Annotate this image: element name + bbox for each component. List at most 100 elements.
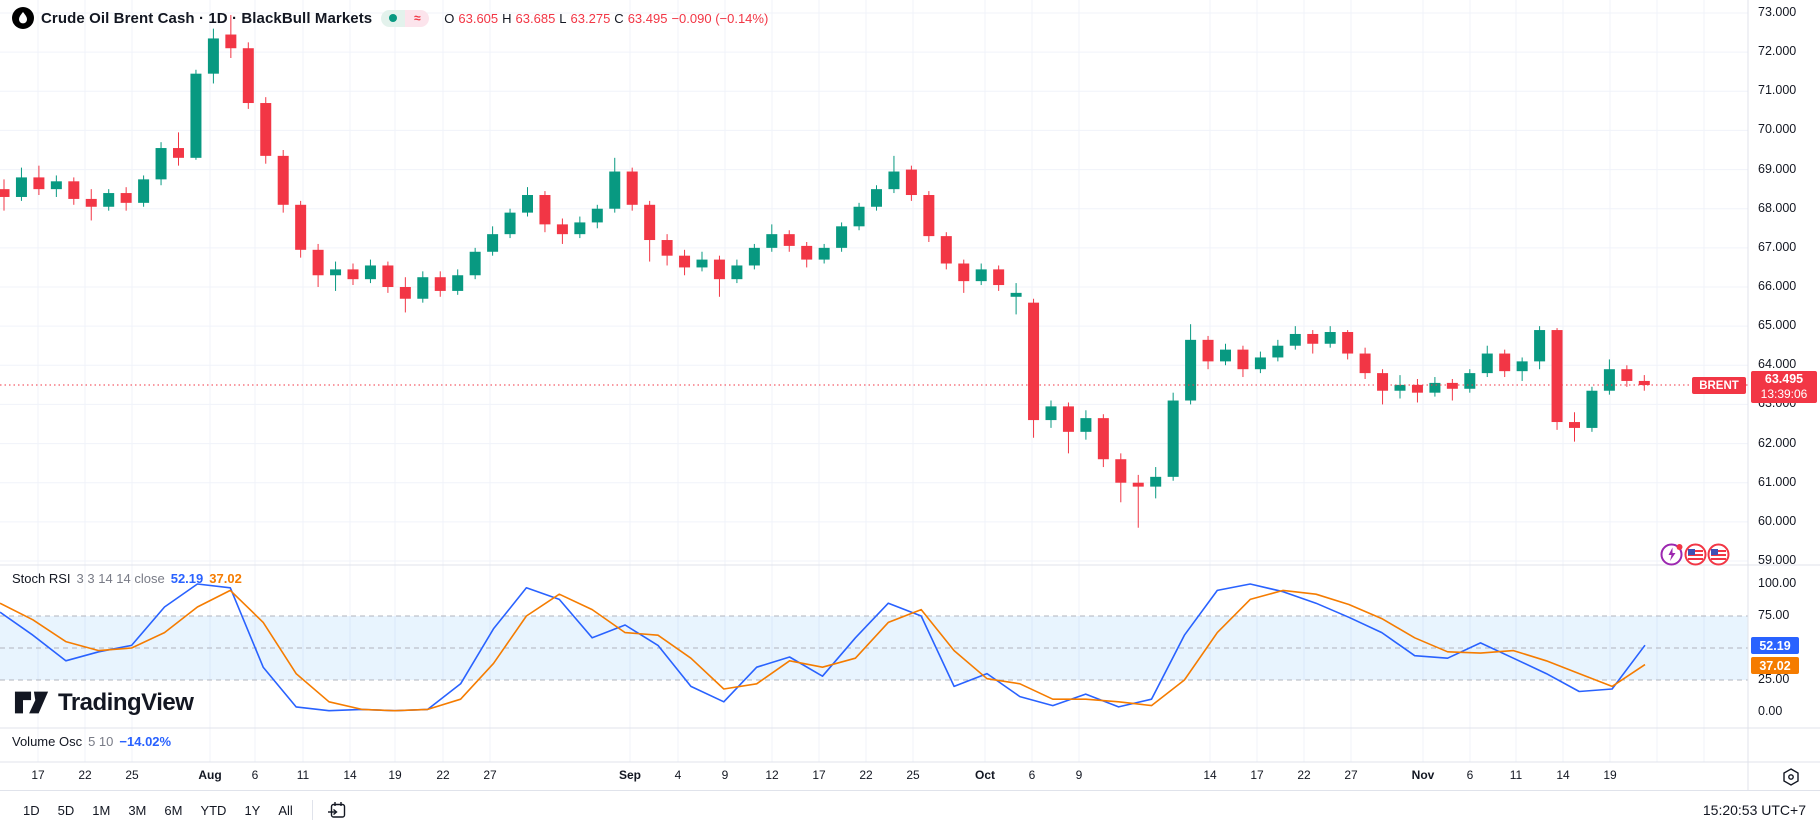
stoch-axis-label[interactable]: 0.00	[1758, 704, 1783, 718]
candle-body[interactable]	[417, 277, 429, 299]
candle-body[interactable]	[644, 204, 656, 241]
time-axis-label[interactable]: 19	[1603, 768, 1617, 782]
candle-body[interactable]	[1377, 373, 1389, 391]
price-axis-label[interactable]: 65.000	[1758, 318, 1797, 333]
candle-body[interactable]	[504, 212, 516, 235]
time-axis-label[interactable]: Aug	[198, 768, 222, 782]
candle-body[interactable]	[190, 73, 202, 158]
price-axis-label[interactable]: 73.000	[1758, 5, 1797, 19]
candle-body[interactable]	[1167, 400, 1179, 477]
candle-body[interactable]	[1394, 384, 1406, 391]
candle-body[interactable]	[975, 269, 987, 282]
blackbull-logo[interactable]	[12, 7, 34, 29]
range-button-1y[interactable]: 1Y	[235, 799, 269, 822]
candle-body[interactable]	[15, 177, 27, 197]
price-axis-label[interactable]: 70.000	[1758, 122, 1797, 137]
candle-body[interactable]	[1603, 369, 1615, 391]
us-flag-event-icon[interactable]	[1706, 542, 1731, 567]
price-axis-label[interactable]: 72.000	[1758, 44, 1797, 59]
candle-body[interactable]	[556, 224, 568, 235]
time-axis-label[interactable]: 22	[859, 768, 873, 782]
candle-body[interactable]	[748, 247, 760, 266]
price-axis-label[interactable]: 69.000	[1758, 161, 1797, 176]
exchange-clock[interactable]: 15:20:53 UTC+7	[1702, 802, 1806, 818]
candle-body[interactable]	[1080, 418, 1092, 432]
candle-body[interactable]	[173, 148, 184, 158]
time-axis-label[interactable]: 25	[906, 768, 920, 782]
candle-body[interactable]	[1638, 380, 1650, 386]
candle-body[interactable]	[452, 275, 464, 291]
candle-body[interactable]	[103, 193, 115, 207]
economic-event-icon[interactable]	[1660, 542, 1685, 567]
candle-body[interactable]	[382, 265, 394, 287]
time-axis-label[interactable]: 22	[1297, 768, 1311, 782]
price-axis-label[interactable]: 59.000	[1758, 553, 1797, 567]
range-button-ytd[interactable]: YTD	[191, 799, 235, 822]
candle-body[interactable]	[68, 181, 80, 199]
candle-body[interactable]	[801, 245, 813, 260]
price-axis-label[interactable]: 66.000	[1758, 279, 1797, 293]
candle-body[interactable]	[1481, 353, 1493, 374]
candle-body[interactable]	[312, 249, 324, 276]
candle-body[interactable]	[1499, 353, 1511, 372]
candle-body[interactable]	[120, 193, 132, 203]
candle-body[interactable]	[207, 38, 219, 74]
candle-body[interactable]	[469, 251, 481, 276]
candle-body[interactable]	[1010, 292, 1022, 297]
candle-body[interactable]	[1150, 476, 1162, 487]
candle-body[interactable]	[242, 48, 254, 104]
candle-body[interactable]	[33, 177, 45, 190]
candle-body[interactable]	[487, 234, 499, 252]
candle-body[interactable]	[1621, 369, 1633, 381]
time-axis-label[interactable]: 19	[388, 768, 402, 782]
candle-body[interactable]	[993, 269, 1005, 286]
price-axis-label[interactable]: 67.000	[1758, 239, 1797, 254]
price-axis-label[interactable]: 68.000	[1758, 200, 1797, 215]
candle-body[interactable]	[399, 287, 411, 299]
candle-body[interactable]	[661, 240, 673, 256]
candle-body[interactable]	[1464, 373, 1476, 389]
candle-body[interactable]	[1045, 406, 1057, 421]
time-axis-label[interactable]: 17	[812, 768, 826, 782]
candle-body[interactable]	[679, 255, 691, 268]
stoch-axis-label[interactable]: 100.00	[1758, 576, 1797, 590]
candle-body[interactable]	[1446, 382, 1458, 389]
candle-body[interactable]	[591, 208, 603, 223]
time-axis-label[interactable]: Oct	[974, 768, 996, 782]
candle-body[interactable]	[888, 171, 900, 190]
candle-body[interactable]	[1272, 345, 1284, 358]
candle-body[interactable]	[1411, 384, 1423, 393]
time-axis-label[interactable]: 14	[343, 768, 357, 782]
event-icons[interactable]	[1660, 542, 1731, 567]
candle-body[interactable]	[364, 265, 376, 280]
time-axis-label[interactable]: Sep	[618, 768, 642, 782]
time-axis-label[interactable]: 27	[1344, 768, 1358, 782]
candle-body[interactable]	[85, 198, 97, 207]
go-to-date-button[interactable]	[323, 798, 352, 823]
candle-body[interactable]	[574, 222, 586, 235]
range-button-3m[interactable]: 3M	[119, 799, 155, 822]
candle-body[interactable]	[871, 189, 882, 207]
candle-body[interactable]	[1307, 333, 1319, 344]
time-axis-label[interactable]: 22	[78, 768, 92, 782]
range-button-1m[interactable]: 1M	[83, 799, 119, 822]
time-axis-label[interactable]: 14	[1556, 768, 1570, 782]
time-axis-label[interactable]: Nov	[1411, 768, 1435, 782]
time-axis-label[interactable]: 6	[1466, 768, 1474, 782]
candle-body[interactable]	[1289, 333, 1301, 346]
candle-body[interactable]	[50, 181, 62, 190]
time-axis-label[interactable]: 17	[31, 768, 45, 782]
time-axis-label[interactable]: 4	[674, 768, 682, 782]
range-button-all[interactable]: All	[269, 799, 301, 822]
range-button-6m[interactable]: 6M	[155, 799, 191, 822]
candle-body[interactable]	[905, 169, 917, 196]
candle-body[interactable]	[138, 179, 150, 203]
price-axis-label[interactable]: 71.000	[1758, 83, 1797, 98]
stoch-rsi-legend[interactable]: Stoch RSI 3 3 14 14 close 52.19 37.02	[12, 571, 242, 586]
price-axis-label[interactable]: 61.000	[1758, 474, 1797, 489]
us-flag-event-icon[interactable]	[1683, 542, 1708, 567]
candle-body[interactable]	[713, 259, 725, 280]
candle-body[interactable]	[1185, 339, 1197, 401]
price-axis-label[interactable]: 64.000	[1758, 357, 1797, 372]
candle-body[interactable]	[783, 234, 795, 246]
